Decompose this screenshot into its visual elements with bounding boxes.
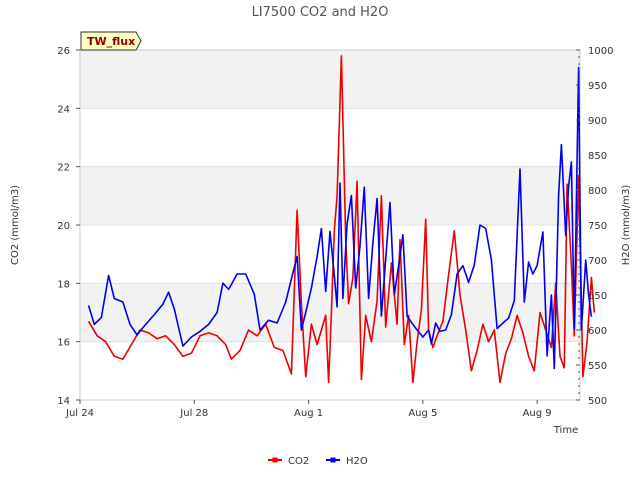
y-axis-right-label: H2O (mmol/m3) bbox=[621, 185, 632, 266]
grid-band-1 bbox=[80, 166, 580, 225]
y-right-tick-label: 600 bbox=[588, 326, 607, 337]
y-right-tick-label: 850 bbox=[588, 151, 607, 162]
site-badge: TW_flux bbox=[80, 31, 142, 51]
x-tick-label: Aug 1 bbox=[294, 408, 323, 419]
legend: CO2 H2O bbox=[268, 456, 368, 467]
y-left-tick-label: 14 bbox=[57, 396, 70, 407]
x-axis: Jul 24 Jul 28 Aug 1 Aug 5 Aug 9 bbox=[65, 400, 552, 419]
y-left-tick-label: 16 bbox=[57, 338, 70, 349]
legend-label-co2: CO2 bbox=[288, 456, 309, 467]
y-right-tick-label: 750 bbox=[588, 221, 607, 232]
x-tick-label: Aug 9 bbox=[523, 408, 552, 419]
legend-marker-co2 bbox=[272, 457, 278, 463]
y-right-tick-label: 500 bbox=[588, 396, 607, 407]
site-badge-label: TW_flux bbox=[87, 35, 135, 48]
y-left-tick-label: 24 bbox=[57, 104, 70, 115]
y-left-tick-label: 26 bbox=[57, 46, 70, 57]
series-lines bbox=[87, 54, 596, 384]
y-right-tick-label: 550 bbox=[588, 361, 607, 372]
y-right-tick-label: 1000 bbox=[588, 46, 613, 57]
x-tick-label: Aug 5 bbox=[408, 408, 437, 419]
y-axis-left: 14 16 18 20 22 24 26 bbox=[57, 46, 80, 407]
legend-marker-h2o bbox=[330, 457, 336, 463]
x-tick-label: Jul 24 bbox=[65, 408, 94, 419]
y-axis-right: 500 550 600 650 700 750 800 850 900 950 1000 bbox=[576, 46, 613, 407]
grid-bands bbox=[80, 50, 580, 342]
x-axis-label: Time bbox=[553, 425, 578, 436]
y-right-tick-label: 900 bbox=[588, 116, 607, 127]
y-right-tick-label: 700 bbox=[588, 256, 607, 267]
y-left-tick-label: 20 bbox=[57, 221, 70, 232]
chart-title: LI7500 CO2 and H2O bbox=[252, 5, 389, 20]
site-badge-box bbox=[80, 31, 142, 51]
legend-label-h2o: H2O bbox=[346, 456, 368, 467]
y-right-tick-label: 800 bbox=[588, 186, 607, 197]
grid-band-2 bbox=[80, 50, 580, 109]
y-right-tick-label: 950 bbox=[588, 81, 607, 92]
y-axis-left-label: CO2 (mmol/m3) bbox=[10, 185, 21, 265]
y-right-tick-label: 650 bbox=[588, 291, 607, 302]
series-line-co2 bbox=[87, 54, 596, 384]
y-left-tick-label: 18 bbox=[57, 279, 70, 290]
series-line-h2o bbox=[87, 66, 593, 370]
x-tick-label: Jul 28 bbox=[179, 408, 208, 419]
y-left-tick-label: 22 bbox=[57, 163, 70, 174]
